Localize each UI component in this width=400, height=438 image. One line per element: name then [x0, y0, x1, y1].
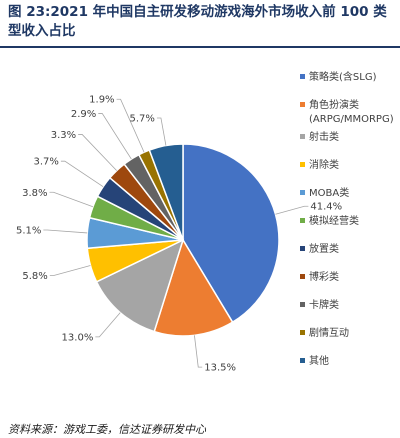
legend-item: 射击类 [300, 131, 400, 159]
leader-line [95, 312, 121, 338]
legend-swatch [300, 218, 305, 223]
legend-label-sub: (ARPG/MMORPG) [309, 114, 394, 125]
data-label: 5.1% [16, 225, 41, 236]
legend-swatch [300, 134, 305, 139]
legend-swatch [300, 302, 305, 307]
data-label: 1.9% [89, 95, 114, 106]
legend-label: 模拟经营类 [309, 216, 359, 227]
legend-swatch [300, 274, 305, 279]
legend-label: 其他 [309, 356, 329, 367]
legend-swatch [300, 74, 305, 79]
legend-swatch [300, 190, 305, 195]
legend-swatch [300, 246, 305, 251]
data-label: 2.9% [71, 109, 96, 120]
legend-label: 角色扮演类 [309, 100, 359, 111]
legend-swatch [300, 102, 305, 107]
legend-label: 策略类(含SLG) [309, 72, 377, 83]
legend-item: 博彩类 [300, 271, 400, 299]
legend-item: 策略类(含SLG) [300, 71, 400, 99]
data-label: 13.5% [204, 363, 236, 374]
legend-swatch [300, 358, 305, 363]
legend-item: 卡牌类 [300, 299, 400, 327]
data-label: 13.0% [62, 332, 94, 343]
title-divider [0, 46, 400, 48]
leader-line [49, 265, 91, 276]
legend-swatch [300, 330, 305, 335]
legend-label: MOBA类 [309, 188, 350, 199]
legend-label: 射击类 [309, 132, 339, 143]
legend-label: 放置类 [309, 244, 339, 255]
legend-swatch [300, 162, 305, 167]
data-label: 5.8% [22, 271, 47, 282]
leader-line [78, 134, 117, 171]
legend-item: 放置类 [300, 243, 400, 271]
leader-line [156, 117, 167, 146]
legend-item: 剧情互动 [300, 327, 400, 355]
leader-line [98, 113, 132, 160]
legend-item: 其他 [300, 355, 400, 383]
leader-line [43, 229, 88, 234]
leader-line [194, 335, 203, 368]
data-label: 3.7% [33, 157, 58, 168]
figure-title: 图 23:2021 年中国自主研发移动游戏海外市场收入前 100 类型收入占比 [8, 4, 387, 39]
legend-item: 模拟经营类 [300, 215, 400, 243]
legend-label: 博彩类 [309, 272, 339, 283]
pie-slice [148, 143, 184, 241]
data-label: 3.8% [22, 188, 47, 199]
data-label: 41.4% [310, 202, 342, 213]
chart-legend: 策略类(含SLG) 角色扮演类 (ARPG/MMORPG) 射击类消除类 MOBA类模拟… [300, 71, 400, 383]
legend-item: 消除类 [300, 159, 400, 187]
data-label: 3.3% [51, 130, 76, 141]
data-label: 5.7% [130, 113, 155, 124]
leader-line [60, 160, 104, 188]
legend-item: MOBA类 [300, 187, 400, 215]
legend-label: 卡牌类 [309, 300, 339, 311]
legend-item: 角色扮演类 (ARPG/MMORPG) [300, 99, 400, 131]
pie-slice [182, 143, 280, 324]
source-note: 资料来源：游戏工委，信达证券研发中心 [8, 423, 206, 436]
leader-line [275, 205, 309, 215]
legend-label: 剧情互动 [309, 328, 349, 339]
legend-label: 消除类 [309, 160, 339, 171]
leader-line [116, 98, 145, 153]
leader-line [49, 191, 94, 208]
